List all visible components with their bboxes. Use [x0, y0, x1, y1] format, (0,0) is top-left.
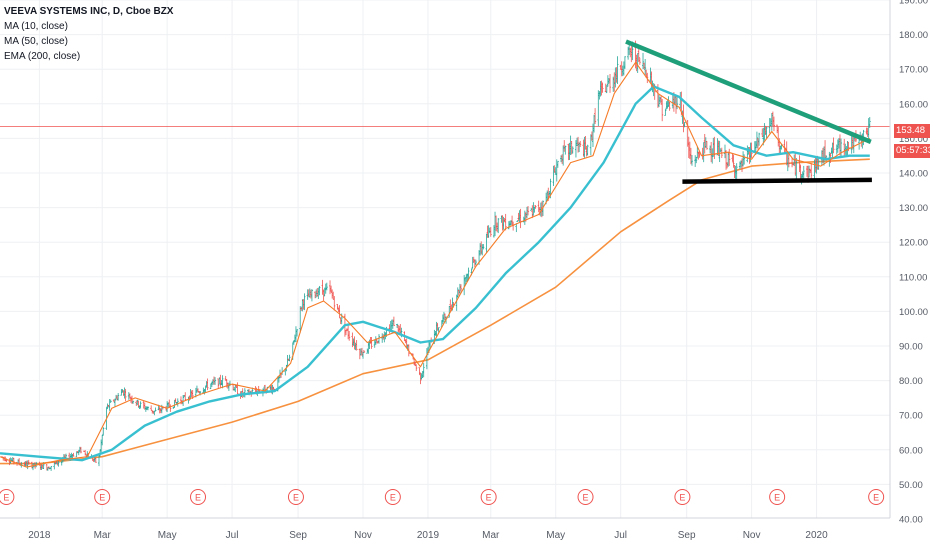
price-tick-label: 120.00	[899, 238, 928, 249]
earnings-marker	[480, 489, 497, 505]
time-tick-label: Nov	[743, 530, 761, 541]
earnings-marker-label: E	[195, 493, 201, 503]
price-axis-bg	[890, 0, 932, 550]
earnings-marker-label: E	[390, 493, 396, 503]
earnings-marker	[868, 489, 885, 505]
earnings-marker-label: E	[293, 493, 299, 503]
time-tick-label: Sep	[289, 530, 307, 541]
ma-10-path	[0, 61, 871, 468]
price-tick-label: 100.00	[899, 307, 928, 318]
resistance-trendline	[625, 39, 872, 144]
price-tick-label: 80.00	[899, 376, 923, 387]
ma-10-line	[0, 61, 871, 468]
earnings-marker-label: E	[873, 493, 879, 503]
price-tick-label: 180.00	[899, 30, 928, 41]
ma-50-path	[0, 85, 870, 462]
time-tick-label: 2019	[417, 530, 440, 541]
trendlines[interactable]	[625, 39, 872, 184]
ema-200-line	[0, 158, 870, 465]
indicator-ema-200[interactable]: EMA (200, close)	[4, 51, 81, 62]
last-price-label: 153.48	[894, 124, 930, 138]
earnings-marker	[384, 489, 401, 505]
earnings-marker-label: E	[3, 493, 9, 503]
time-tick-label: Jul	[614, 530, 627, 541]
earnings-marker-label: E	[486, 493, 492, 503]
time-tick-label: 2020	[805, 530, 828, 541]
indicator-ma-10[interactable]: MA (10, close)	[4, 21, 68, 32]
time-axis-bg	[0, 518, 890, 550]
support-trendline	[682, 177, 872, 184]
time-tick-label: Mar	[94, 530, 112, 541]
time-tick-label: 2018	[28, 530, 51, 541]
earnings-marker	[0, 489, 15, 505]
time-axis[interactable]: 2018 Mar May Jul Sep Nov 2019 Mar May Jul Sep Nov 20…	[0, 517, 890, 550]
indicator-ma-50[interactable]: MA (50, close)	[4, 36, 68, 47]
time-tick-label: Sep	[678, 530, 696, 541]
price-tick-label: 70.00	[899, 411, 923, 422]
price-tick-label: 170.00	[899, 65, 928, 76]
time-tick-label: May	[158, 530, 177, 541]
ema-200-path	[0, 158, 870, 465]
price-tick-label: 110.00	[899, 272, 927, 283]
price-tick-label: 130.00	[899, 203, 928, 214]
time-tick-label: May	[546, 530, 565, 541]
price-tick-label: 50.00	[899, 480, 923, 491]
ma-50-line	[0, 85, 870, 462]
earnings-marker	[287, 489, 304, 505]
earnings-marker-label: E	[679, 493, 685, 503]
price-tick-label: 90.00	[899, 342, 923, 353]
earnings-marker-label: E	[774, 493, 780, 503]
earnings-marker	[190, 489, 207, 505]
price-tick-label: 60.00	[899, 445, 923, 456]
price-tick-label: 150.00	[899, 134, 928, 145]
price-tick-label: 190.00	[899, 0, 928, 7]
earnings-marker	[674, 489, 691, 505]
symbol-title[interactable]: VEEVA SYSTEMS INC, D, Cboe BZX	[4, 6, 174, 17]
chart-grid	[0, 0, 890, 520]
earnings-marker-label: E	[583, 493, 589, 503]
price-tick-label: 40.00	[899, 515, 923, 526]
price-tick-label: 140.00	[899, 169, 928, 180]
earnings-marker-label: E	[99, 493, 105, 503]
earnings-marker	[769, 489, 786, 505]
price-tick-label: 160.00	[899, 99, 928, 110]
earnings-marker	[577, 489, 594, 505]
time-tick-label: Nov	[354, 530, 372, 541]
price-axis[interactable]: 190.00 180.00 170.00 160.00 150.00 140.00 130.…	[889, 0, 932, 550]
candlestick-bars	[1, 40, 871, 471]
bar-countdown-label: 05:57:33	[894, 144, 932, 158]
chart-legend: VEEVA SYSTEMS INC, D, Cboe BZX MA (10, c…	[4, 4, 173, 64]
time-tick-label: Mar	[482, 530, 500, 541]
time-tick-label: Jul	[226, 530, 239, 541]
earnings-marker	[94, 489, 111, 505]
